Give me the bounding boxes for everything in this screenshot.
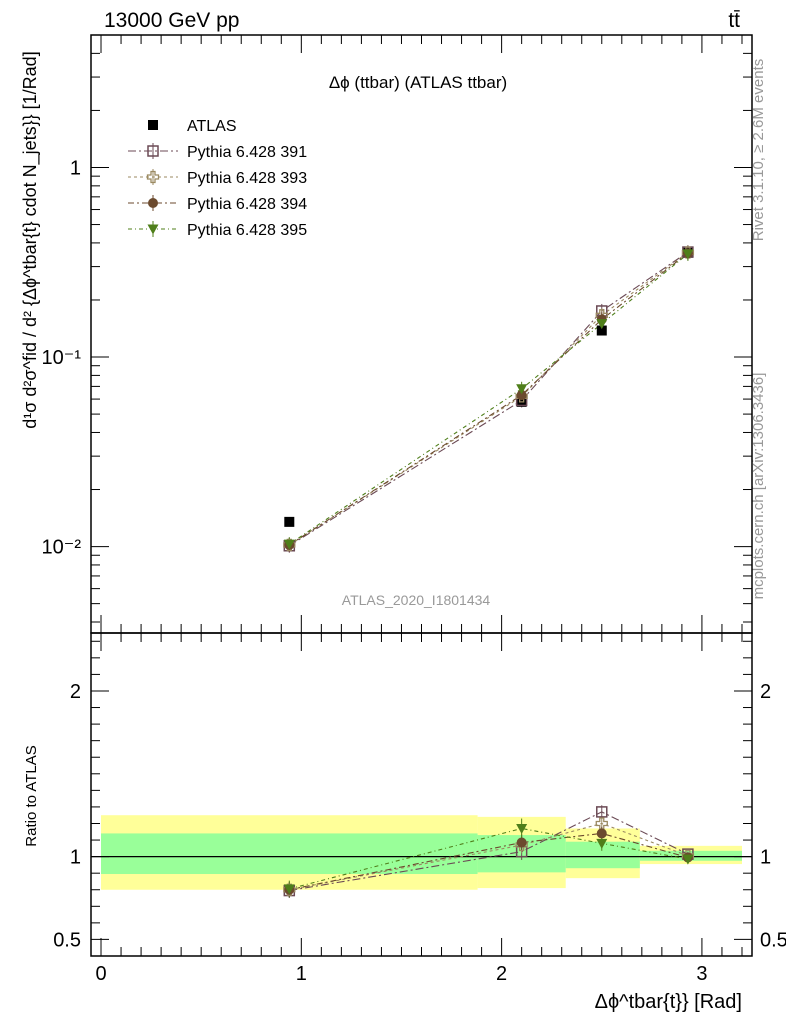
process-label: tt̄ (728, 9, 740, 32)
legend-label-p395: Pythia 6.428 395 (187, 222, 307, 239)
marker-p395-3 (682, 249, 694, 260)
xtick-label: 2 (496, 963, 507, 985)
legend-marker-p394 (148, 198, 158, 208)
legend-label-p391: Pythia 6.428 391 (187, 144, 307, 161)
x-axis-label: Δϕ^tbar{t}} [Rad] (595, 991, 742, 1013)
ratio-line-p391 (289, 811, 689, 892)
main-ytick-label: 10⁻² (42, 537, 82, 559)
rivet-label: Rivet 3.1.10, ≥ 2.6M events (750, 59, 767, 242)
ratio-ytick-label-left: 0.5 (53, 929, 81, 951)
marker-atlas-2 (596, 325, 607, 336)
marker-p395-2 (596, 319, 608, 330)
ratio-ytick-label-left: 1 (70, 847, 81, 869)
legend: ATLAS Pythia 6.428 391 Pythia 6.428 393 Pyt… (128, 118, 307, 239)
main-panel: Δϕ (ttbar) (ATLAS ttbar) ATLAS_2020_I180… (20, 34, 753, 634)
ratio-marker-p395-1 (516, 823, 528, 834)
marker-p394-1 (516, 390, 527, 401)
main-ytick-label: 1 (70, 157, 81, 179)
xtick-label: 0 (95, 963, 106, 985)
analysis-watermark: ATLAS_2020_I1801434 (342, 592, 491, 608)
ratio-panel: 0.5 0.5 1 1 2 2 0 1 2 3 Ratio to ATLAS Δϕ^tbar{t}… (23, 632, 786, 1013)
legend-label-p393: Pythia 6.428 393 (187, 170, 307, 187)
main-y-axis-label: d¹σ d²σ^fid / d² {Δϕ^tbar{t} cdot N_jets… (20, 51, 41, 428)
ratio-ytick-label-right: 0.5 (760, 929, 786, 951)
ratio-marker-p394-2 (596, 828, 607, 839)
line-p395 (288, 253, 689, 545)
mcplots-label: mcplots.cern.ch [arXiv:1306.3436] (750, 373, 767, 600)
ratio-marker-p395-2 (596, 838, 608, 849)
ratio-ytick-label-left: 2 (70, 681, 81, 703)
line-p393 (289, 252, 689, 546)
legend-marker-atlas (148, 120, 158, 130)
ratio-marker-p395-3 (682, 854, 694, 865)
xtick-label: 3 (696, 963, 707, 985)
ratio-marker-p394-1 (516, 837, 527, 848)
legend-label-p394: Pythia 6.428 394 (187, 196, 307, 213)
ratio-ytick-label-right: 2 (760, 681, 771, 703)
legend-marker-p393 (146, 170, 160, 184)
marker-p395-0 (283, 539, 295, 550)
ratio-y-axis-label: Ratio to ATLAS (23, 745, 40, 846)
legend-marker-p391 (147, 145, 159, 157)
legend-marker-p395 (147, 224, 159, 235)
ratio-frame (90, 632, 753, 957)
main-ytick-label: 10⁻¹ (42, 347, 82, 369)
ratio-marker-p395-0 (283, 884, 295, 895)
energy-label: 13000 GeV pp (104, 9, 239, 32)
marker-atlas-0 (284, 516, 295, 527)
ratio-line-p395 (289, 827, 689, 890)
line-p394 (289, 252, 689, 546)
ratio-marker-p391-2 (596, 806, 608, 818)
legend-label-atlas: ATLAS (187, 118, 237, 135)
main-title: Δϕ (ttbar) (ATLAS ttbar) (329, 73, 507, 92)
ratio-line-p393 (289, 822, 689, 891)
ratio-ytick-label-right: 1 (760, 847, 771, 869)
xtick-label: 1 (296, 963, 307, 985)
marker-p395-1 (516, 384, 528, 395)
band-green-0 (101, 833, 478, 875)
